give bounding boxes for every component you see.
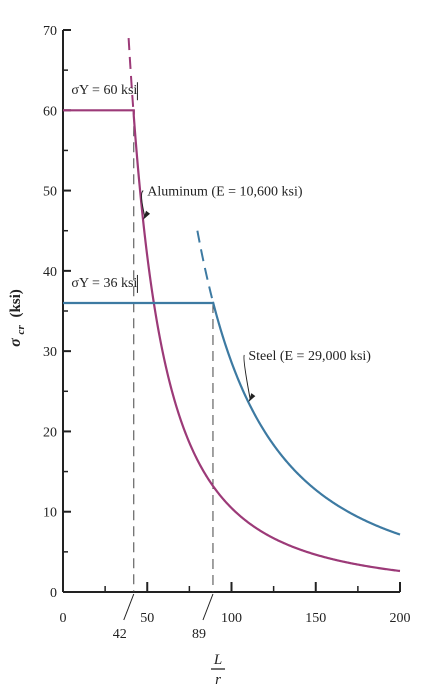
y-axis-symbol: σ bbox=[7, 338, 24, 347]
transition-leader-42 bbox=[123, 593, 135, 621]
y-tick-label-30: 30 bbox=[43, 345, 57, 360]
aluminum-label-leader bbox=[141, 190, 146, 218]
x-axis-title: L r bbox=[211, 652, 226, 688]
transition-label-42: 42 bbox=[113, 627, 127, 642]
steel-euler-extension bbox=[196, 230, 214, 304]
y-tick-label-50: 50 bbox=[43, 185, 57, 200]
y-tick-label-10: 10 bbox=[43, 506, 57, 521]
aluminum-curve bbox=[63, 109, 401, 573]
x-tick-label-100: 100 bbox=[221, 611, 242, 626]
transition-guides bbox=[133, 110, 214, 592]
curve-labels: Aluminum (E = 10,600 ksi) Steel (E = 29,0… bbox=[71, 82, 371, 403]
x-axis-numerator: L bbox=[213, 652, 222, 668]
transition-label-89: 89 bbox=[192, 627, 206, 642]
y-tick-label-40: 40 bbox=[43, 265, 57, 280]
y-axis-title: σ cr (ksi) bbox=[7, 289, 28, 347]
y-axis-subscript: cr bbox=[15, 325, 27, 335]
aluminum-label: Aluminum (E = 10,600 ksi) bbox=[147, 185, 303, 200]
x-axis-denominator: r bbox=[215, 672, 221, 688]
x-tick-label-50: 50 bbox=[140, 611, 154, 626]
curves bbox=[63, 37, 401, 573]
yield-annotation-0: σY = 60 ksi bbox=[71, 83, 137, 98]
x-tick-label-200: 200 bbox=[390, 611, 411, 626]
x-ticks: 0 50 100 150 200 42 89 bbox=[60, 582, 411, 642]
steel-label: Steel (E = 29,000 ksi) bbox=[248, 349, 371, 364]
aluminum-label-arrowhead bbox=[143, 210, 151, 220]
steel-curve bbox=[63, 301, 401, 536]
x-tick-label-0: 0 bbox=[60, 611, 67, 626]
y-tick-label-70: 70 bbox=[43, 24, 57, 39]
y-tick-label-0: 0 bbox=[50, 586, 57, 601]
yield-annotation-1: σY = 36 ksi bbox=[71, 276, 137, 291]
transition-leader-89 bbox=[202, 593, 214, 621]
y-tick-label-20: 20 bbox=[43, 425, 57, 440]
steel-label-arrowhead bbox=[248, 393, 256, 403]
y-tick-label-60: 60 bbox=[43, 104, 57, 119]
aluminum-euler-extension bbox=[127, 37, 135, 115]
steel-label-leader bbox=[243, 354, 251, 401]
y-axis-unit: (ksi) bbox=[8, 289, 24, 317]
x-tick-label-150: 150 bbox=[305, 611, 326, 626]
